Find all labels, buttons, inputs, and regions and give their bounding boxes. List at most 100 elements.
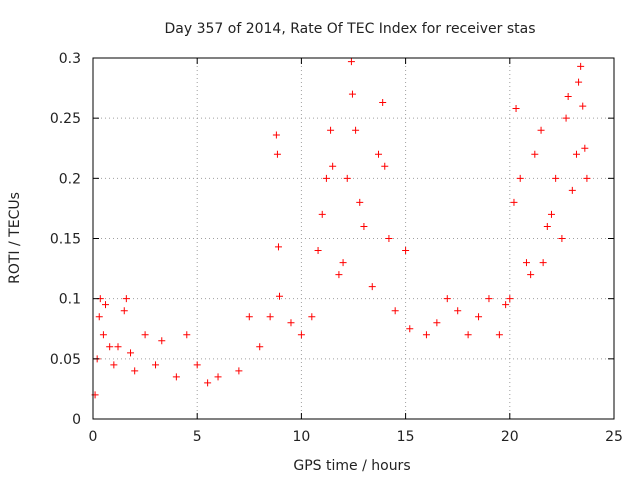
- data-point: [564, 93, 572, 101]
- x-tick-label: 15: [397, 429, 415, 445]
- y-tick-label: 0.1: [59, 292, 81, 308]
- data-point: [475, 313, 483, 321]
- y-tick-label: 0.15: [50, 232, 81, 248]
- data-point: [276, 292, 284, 300]
- data-point: [562, 114, 570, 122]
- x-tick-label: 5: [193, 429, 202, 445]
- axis-ticks: 0 5 10 15 20 25 0 0.05 0.1 0.15 0.2 0.25 0.3: [50, 51, 623, 445]
- data-point: [287, 319, 295, 327]
- data-point: [95, 313, 103, 321]
- data-point: [214, 373, 222, 381]
- data-point: [552, 174, 560, 182]
- data-point: [356, 198, 364, 206]
- data-point: [158, 337, 166, 345]
- data-point: [273, 150, 281, 158]
- data-point: [512, 105, 520, 113]
- data-point: [381, 162, 389, 170]
- data-point: [329, 162, 337, 170]
- data-point: [114, 343, 122, 351]
- data-point: [327, 126, 335, 134]
- x-tick-label: 0: [89, 429, 98, 445]
- data-point: [464, 331, 472, 339]
- data-point: [527, 271, 535, 279]
- data-point: [375, 150, 383, 158]
- y-tick-label: 0.3: [59, 51, 81, 67]
- chart-title: Day 357 of 2014, Rate Of TEC Index for r…: [164, 21, 535, 37]
- data-point: [516, 174, 524, 182]
- data-point: [141, 331, 149, 339]
- data-point: [575, 78, 583, 86]
- data-point: [543, 222, 551, 230]
- data-point: [510, 198, 518, 206]
- data-point: [235, 367, 243, 375]
- data-point: [522, 259, 530, 267]
- data-point: [339, 259, 347, 267]
- data-point: [308, 313, 316, 321]
- data-point: [537, 126, 545, 134]
- data-point: [495, 331, 503, 339]
- data-point: [322, 174, 330, 182]
- data-point: [391, 307, 399, 315]
- y-tick-label: 0.2: [59, 171, 81, 187]
- data-point: [183, 331, 191, 339]
- data-point: [172, 373, 180, 381]
- y-tick-label: 0: [72, 412, 81, 428]
- y-axis-label: ROTI / TECUs: [7, 192, 23, 284]
- x-tick-label: 10: [292, 429, 310, 445]
- data-point: [531, 150, 539, 158]
- data-point: [102, 301, 110, 309]
- x-axis-label: GPS time / hours: [293, 458, 410, 474]
- data-point: [454, 307, 462, 315]
- data-point: [314, 247, 322, 255]
- data-point: [347, 58, 355, 66]
- data-point: [558, 235, 566, 242]
- data-point: [204, 379, 212, 387]
- data-point: [385, 235, 393, 242]
- data-point: [568, 186, 576, 194]
- data-point: [502, 301, 510, 309]
- data-point: [485, 295, 493, 303]
- data-point: [379, 99, 387, 107]
- data-point: [422, 331, 430, 339]
- data-point: [583, 174, 591, 182]
- y-tick-label: 0.25: [50, 111, 81, 127]
- data-point: [122, 295, 130, 303]
- data-point: [193, 361, 201, 369]
- data-point: [348, 90, 356, 98]
- data-point: [406, 325, 414, 333]
- data-point: [579, 102, 587, 110]
- data-point: [352, 126, 360, 134]
- data-point: [581, 144, 589, 152]
- data-point: [343, 174, 351, 182]
- x-tick-label: 20: [501, 429, 519, 445]
- data-point: [272, 131, 280, 139]
- data-point: [443, 295, 451, 303]
- data-point: [368, 283, 376, 291]
- data-point: [433, 319, 441, 327]
- data-point: [318, 210, 326, 218]
- data-point: [256, 343, 264, 351]
- data-point: [506, 295, 514, 303]
- data-point: [547, 210, 555, 218]
- data-point: [127, 349, 135, 357]
- data-point: [106, 343, 114, 351]
- data-point: [274, 243, 282, 251]
- data-point: [245, 313, 253, 321]
- data-point: [120, 307, 128, 315]
- data-point: [131, 367, 139, 375]
- x-tick-label: 25: [605, 429, 623, 445]
- data-point: [99, 331, 107, 339]
- data-point: [297, 331, 305, 339]
- grid-lines: [93, 58, 614, 419]
- data-point: [402, 247, 410, 255]
- data-point: [110, 361, 118, 369]
- data-point: [360, 222, 368, 230]
- data-point: [572, 150, 580, 158]
- data-point: [539, 259, 547, 267]
- y-tick-label: 0.05: [50, 352, 81, 368]
- data-point: [266, 313, 274, 321]
- data-point: [335, 271, 343, 279]
- data-points: [91, 58, 591, 399]
